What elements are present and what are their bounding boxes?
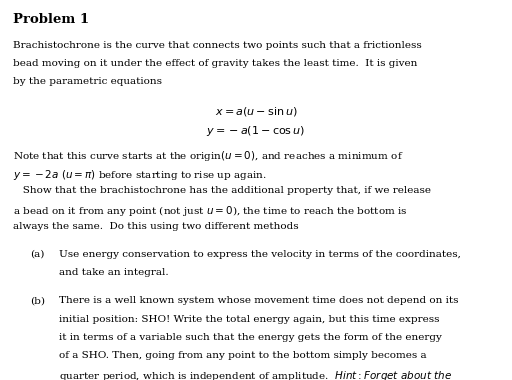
Text: a bead on it from any point (not just $u = 0$), the time to reach the bottom is: a bead on it from any point (not just $u… xyxy=(13,204,408,218)
Text: of a SHO. Then, going from any point to the bottom simply becomes a: of a SHO. Then, going from any point to … xyxy=(59,351,426,360)
Text: quarter period, which is independent of amplitude.  $\mathit{Hint: Forget\ about: quarter period, which is independent of … xyxy=(59,369,452,380)
Text: bead moving on it under the effect of gravity takes the least time.  It is given: bead moving on it under the effect of gr… xyxy=(13,59,417,68)
Text: always the same.  Do this using two different methods: always the same. Do this using two diffe… xyxy=(13,222,298,231)
Text: Show that the brachistochrone has the additional property that, if we release: Show that the brachistochrone has the ad… xyxy=(13,186,431,195)
Text: $y = -a(1 - \cos u)$: $y = -a(1 - \cos u)$ xyxy=(206,124,306,138)
Text: by the parametric equations: by the parametric equations xyxy=(13,77,162,86)
Text: initial position: SHO! Write the total energy again, but this time express: initial position: SHO! Write the total e… xyxy=(59,315,439,323)
Text: Problem 1: Problem 1 xyxy=(13,13,89,26)
Text: Note that this curve starts at the origin$(u = 0)$, and reaches a minimum of: Note that this curve starts at the origi… xyxy=(13,149,403,163)
Text: $y = -2a$ $(u = \pi)$ before starting to rise up again.: $y = -2a$ $(u = \pi)$ before starting to… xyxy=(13,168,267,182)
Text: Use energy conservation to express the velocity in terms of the coordinates,: Use energy conservation to express the v… xyxy=(59,250,461,259)
Text: (a): (a) xyxy=(30,250,44,259)
Text: and take an integral.: and take an integral. xyxy=(59,268,168,277)
Text: Brachistochrone is the curve that connects two points such that a frictionless: Brachistochrone is the curve that connec… xyxy=(13,41,421,50)
Text: it in terms of a variable such that the energy gets the form of the energy: it in terms of a variable such that the … xyxy=(59,333,442,342)
Text: There is a well known system whose movement time does not depend on its: There is a well known system whose movem… xyxy=(59,296,458,305)
Text: $x = a(u - \sin u)$: $x = a(u - \sin u)$ xyxy=(215,105,297,117)
Text: (b): (b) xyxy=(30,296,45,305)
